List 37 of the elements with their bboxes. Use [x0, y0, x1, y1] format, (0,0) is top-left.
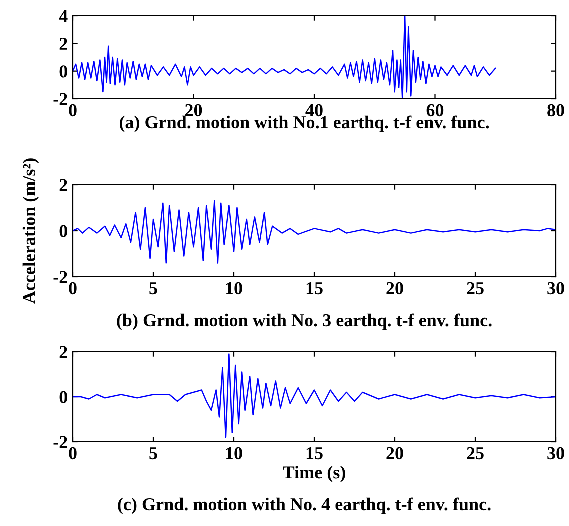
x-tick-label: 25: [467, 447, 484, 460]
x-tick-label: 30: [548, 282, 564, 295]
y-tick-label: 4: [59, 10, 68, 22]
x-axis-title: Time (s): [283, 466, 346, 482]
x-tick-label: 15: [306, 447, 323, 460]
y-tick-label: -2: [54, 436, 68, 448]
y-tick-label: -2: [54, 271, 68, 284]
y-axis-title: Acceleration (m/s²): [22, 158, 40, 304]
x-tick-label: 80: [548, 104, 564, 117]
x-tick-label: 20: [386, 447, 404, 460]
text: (c) Grnd. motion with No. 4 earthq. t-f env. func.: [118, 498, 491, 514]
y-tick-label: 2: [60, 38, 68, 50]
x-tick-label: 40: [306, 104, 323, 117]
y-tick-label: -2: [54, 93, 68, 106]
x-tick-label: 0: [69, 447, 77, 460]
line-series: [73, 354, 556, 438]
line-series: [73, 16, 496, 99]
x-tick-label: 30: [548, 447, 564, 460]
x-tick-label: 25: [467, 282, 484, 295]
y-tick-label: 0: [60, 391, 68, 404]
text: (b) Grnd. motion with No. 3 earthq. t-f env. func.: [117, 314, 492, 330]
x-tick-label: 20: [386, 282, 404, 295]
x-tick-label: 5: [150, 448, 158, 460]
x-tick-label: 0: [69, 104, 77, 117]
line-series: [73, 200, 556, 264]
x-tick-label: 15: [306, 282, 323, 295]
y-tick-label: 2: [60, 346, 68, 358]
x-tick-label: 20: [185, 104, 202, 117]
y-tick-label: 0: [60, 66, 68, 78]
x-tick-label: 10: [226, 282, 242, 295]
y-tick-label: 2: [60, 179, 68, 192]
text: (a) Grnd. motion with No.1 earthq. t-f env. func.: [120, 116, 490, 132]
x-tick-label: 5: [150, 282, 158, 295]
x-tick-label: 60: [426, 104, 444, 117]
y-tick-label: 0: [60, 225, 68, 238]
x-tick-label: 10: [226, 447, 242, 460]
x-tick-label: 0: [69, 282, 77, 295]
